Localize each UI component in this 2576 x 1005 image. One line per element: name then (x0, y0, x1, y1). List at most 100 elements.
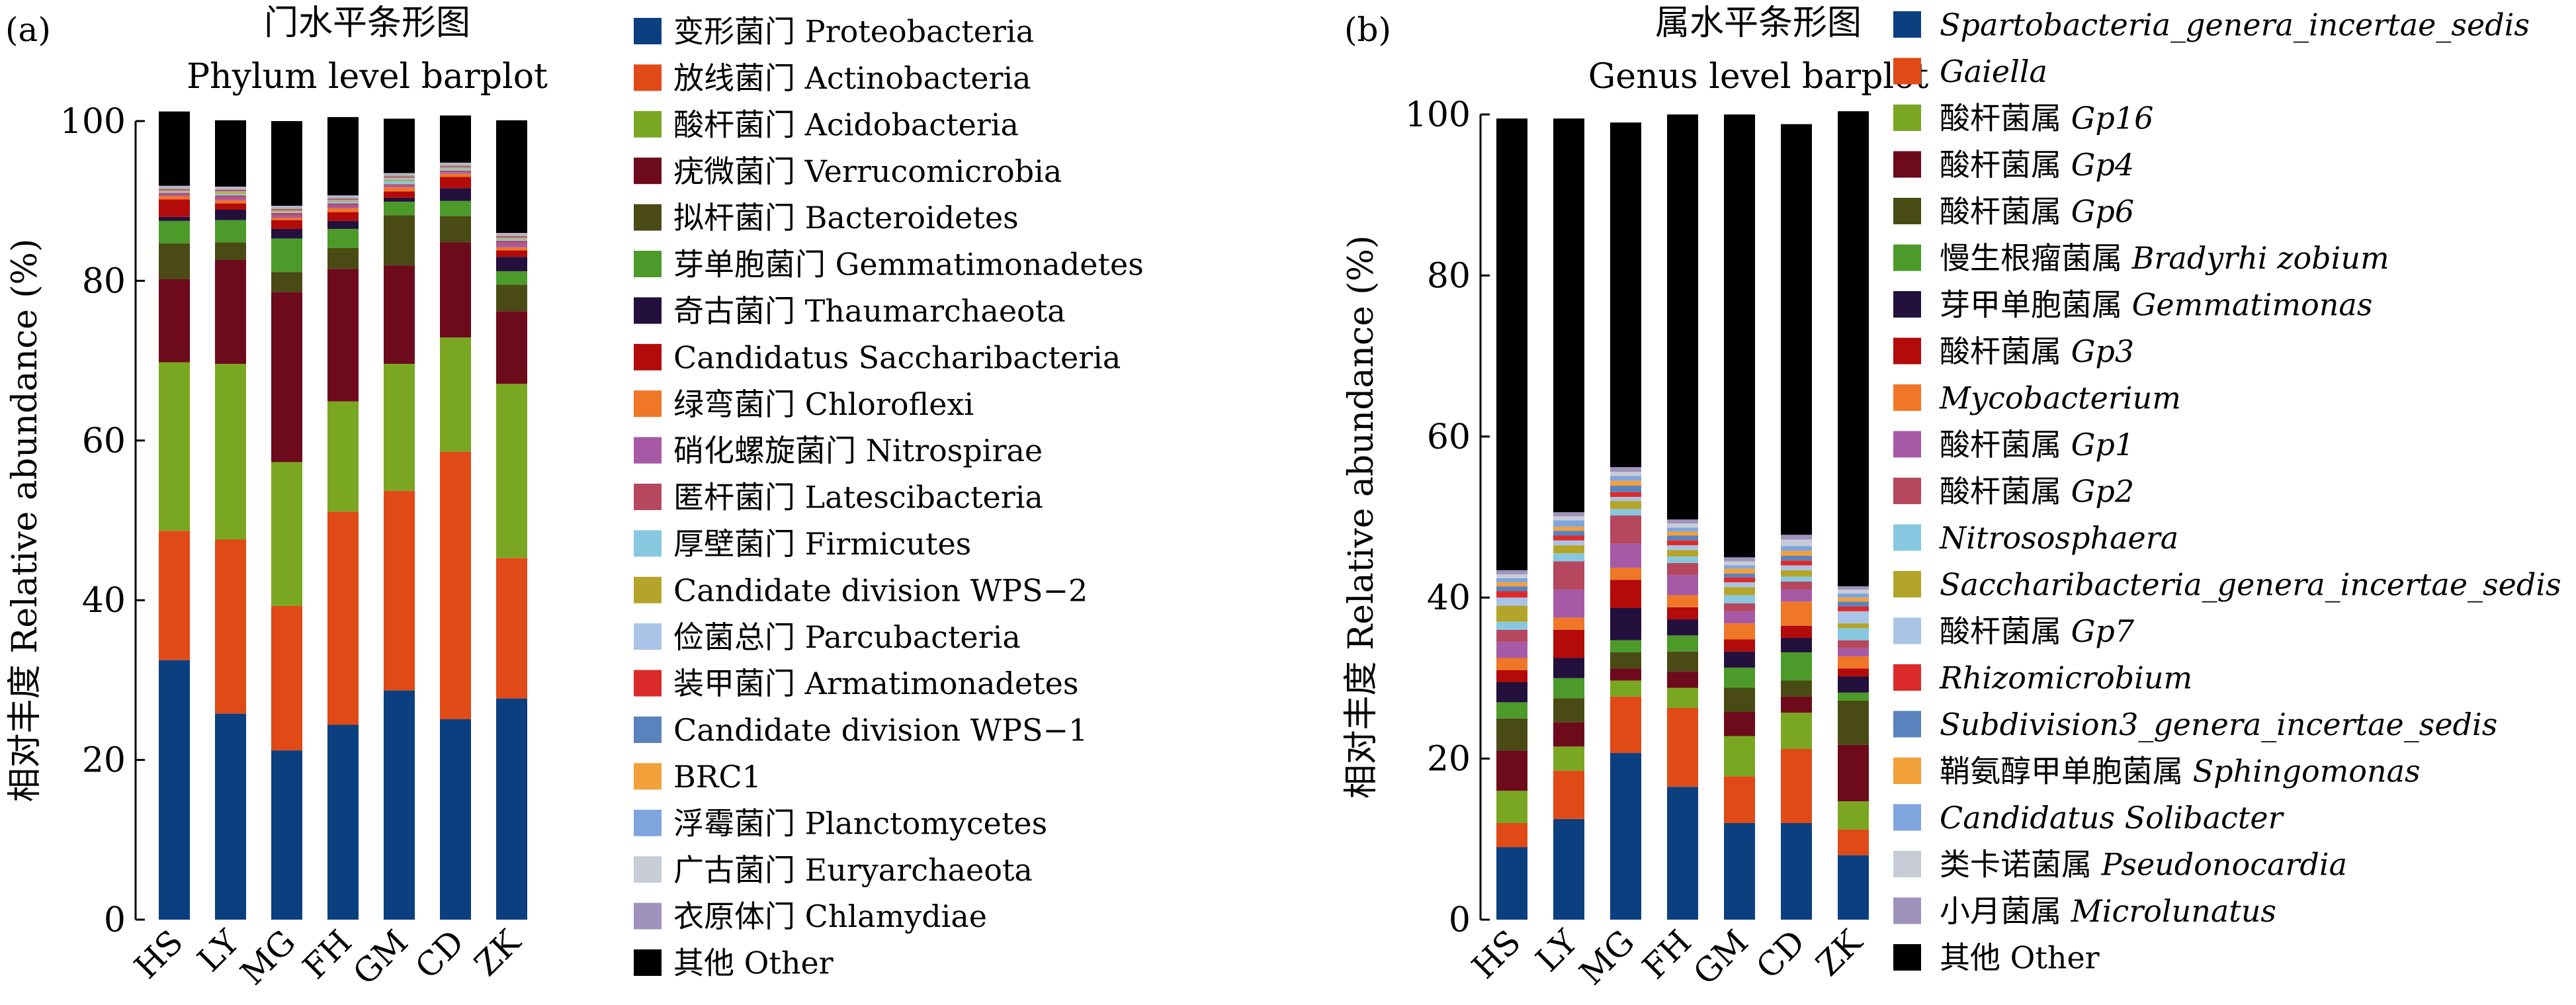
panel-label: (b) (1344, 11, 1391, 49)
chart-title: 属水平条形图 (1655, 3, 1862, 43)
bar-segment (1667, 595, 1698, 607)
y-tick-label: 80 (82, 261, 126, 301)
bar-segment (1667, 556, 1698, 563)
bar-segment (1781, 570, 1812, 577)
legend-swatch (634, 670, 662, 697)
bar-segment (1496, 582, 1527, 587)
legend-label-sci: Gp7 (2071, 613, 2135, 649)
bar-segment (327, 220, 359, 229)
legend-label-sci: Sphingomonas (2193, 754, 2421, 789)
bar-segment (1838, 640, 1869, 648)
bar-segment (215, 713, 246, 920)
bar-segment (271, 605, 302, 751)
bar-segment (271, 210, 302, 212)
y-axis-label: 相对丰度 Relative abundance (%) (1342, 236, 1381, 799)
bar-segment (159, 199, 190, 217)
bar-segment (1610, 472, 1641, 476)
bar-segment (271, 220, 302, 229)
bar-segment (1667, 635, 1698, 652)
bar-segment (159, 196, 190, 200)
bar-segment (496, 243, 527, 247)
legend-label: Spartobacteria_genera_incertae_sedis (1940, 7, 2530, 43)
bar-segment (1553, 520, 1584, 527)
legend-swatch (1893, 617, 1921, 644)
bar-segment (271, 212, 302, 216)
bar-segment (1610, 492, 1641, 498)
bar-segment (1667, 651, 1698, 672)
legend-label: Nitrososphaera (1939, 520, 2178, 556)
bar-segment (159, 531, 190, 660)
bar-segment (1496, 629, 1527, 642)
bar-segment (1496, 718, 1527, 751)
bar-segment (440, 177, 471, 189)
bar-segment (271, 228, 302, 239)
bar-segment (1724, 736, 1755, 777)
bar-segment (384, 181, 415, 185)
bar-segment (1838, 744, 1869, 802)
chart-subtitle: Phylum level barplot (187, 57, 548, 97)
legend-swatch (1893, 478, 1921, 504)
legend-label-cn: 小月菌属 (1940, 893, 2071, 929)
bar-segment (496, 384, 527, 558)
bar-segment (1838, 829, 1869, 855)
bar-segment (1667, 523, 1698, 528)
bar-segment (327, 208, 359, 212)
x-category-label: ZK (467, 922, 529, 983)
bar-segment (1724, 639, 1755, 652)
bar-segment (1781, 680, 1812, 697)
bar-segment (1781, 625, 1812, 638)
legend-label-sci: Spartobacteria_genera_incertae_sedis (1940, 7, 2530, 43)
legend-label-sci: Microlunatus (2071, 893, 2276, 929)
bar-segment (1610, 668, 1641, 681)
bar-segment (384, 177, 415, 180)
bar-segment (1724, 561, 1755, 566)
bar-segment (1553, 698, 1584, 722)
bar-segment (440, 172, 471, 174)
bar-segment (215, 188, 246, 189)
bar-segment (271, 218, 302, 220)
bar-segment (440, 337, 471, 452)
bar-segment (215, 191, 246, 193)
legend-label-sci: Nitrososphaera (1939, 520, 2178, 556)
y-axis-label: 相对丰度 Relative abundance (%) (5, 239, 45, 803)
bar-segment (496, 250, 527, 257)
legend-label-sci: Bradyrhi zobium (2131, 240, 2389, 276)
legend-swatch (1893, 11, 1921, 38)
bar-segment (496, 558, 527, 699)
legend-label: Candidate division WPS−2 (673, 572, 1088, 608)
x-category-label: CD (1749, 922, 1813, 986)
legend-swatch (634, 530, 662, 557)
x-category-label: HS (127, 922, 191, 986)
legend-label-sci: Gp1 (2071, 427, 2134, 462)
legend-label-sci: Gemmatimonas (2132, 287, 2373, 323)
bar-segment (1724, 568, 1755, 574)
bar-segment (384, 201, 415, 216)
bar-segment (215, 187, 246, 189)
bar-segment (1838, 601, 1869, 607)
bar-segment (440, 216, 471, 243)
y-tick-label: 100 (60, 102, 126, 142)
legend-label: 其他 Other (673, 945, 834, 981)
legend-label: BRC1 (673, 759, 761, 795)
bar-segment (1553, 531, 1584, 536)
bar-segment (327, 401, 359, 512)
bar-segment (1667, 787, 1698, 920)
legend-swatch (1893, 291, 1921, 318)
bar-segment (1610, 652, 1641, 669)
bar-segment (327, 116, 359, 196)
bar-segment (1724, 557, 1755, 562)
bar-segment (327, 198, 359, 200)
bar-segment (327, 212, 359, 221)
y-tick-label: 0 (1449, 900, 1471, 940)
bar-segment (384, 215, 415, 266)
bar-segment (384, 176, 415, 177)
bar-segment (327, 197, 359, 198)
bar-segment (1724, 565, 1755, 569)
bar-segment (496, 271, 527, 285)
bar-segment (1724, 822, 1755, 920)
legend-label: 硝化螺旋菌门 Nitrospirae (673, 433, 1043, 468)
bar-segment (1496, 621, 1527, 630)
legend-label-sci: Gp16 (2071, 101, 2154, 136)
bar-segment (1667, 575, 1698, 595)
bar-segment (215, 242, 246, 261)
